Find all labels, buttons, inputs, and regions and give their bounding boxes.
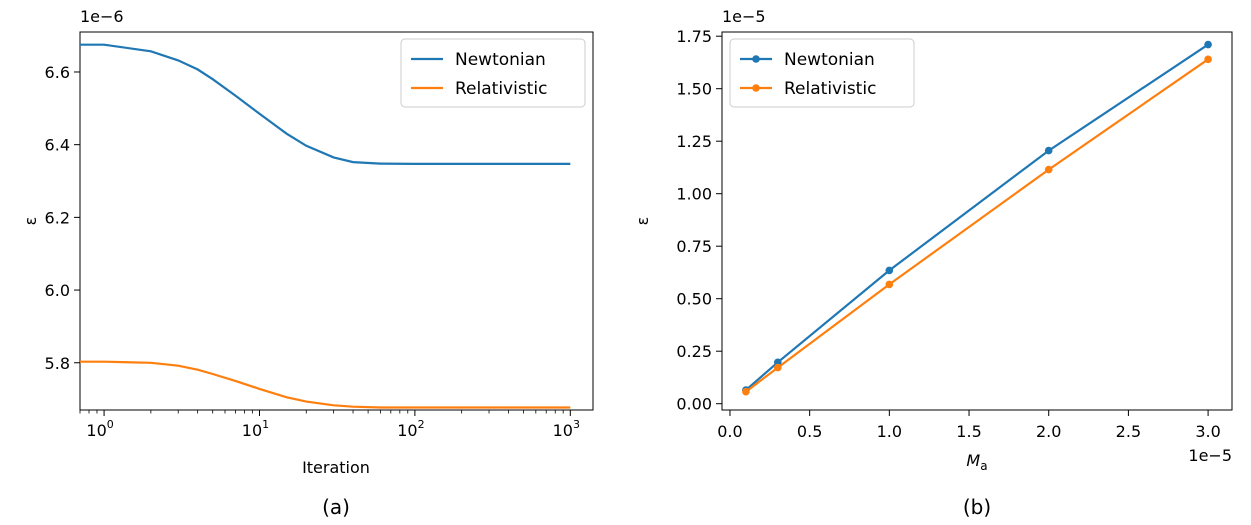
panel-a-y-tick-label: 5.8 — [45, 354, 70, 373]
panel-b-y-tick-label: 1.25 — [676, 132, 712, 151]
panel-b-x-tick-label: 1.5 — [956, 422, 981, 441]
panel-a-x-tick-label: 101 — [242, 418, 269, 440]
panel-b-x-axis-label: Ma — [966, 451, 987, 473]
panel-a-caption: (a) — [322, 495, 350, 519]
panel-b-y-tick-label: 0.75 — [676, 237, 712, 256]
panel-b-marker-relativistic — [1204, 55, 1212, 64]
panel-a-x-axis-label: Iteration — [302, 458, 370, 477]
panel-b: 0.0 0.5 1.0 1.5 2.0 2.5 3.0 0.00 0.25 0.50 0.75 1.0… — [633, 7, 1233, 519]
panel-b-ticks: 0.0 0.5 1.0 1.5 2.0 2.5 3.0 0.00 0.25 0.50 0.75 1.0… — [676, 27, 1220, 441]
panel-a-line-relativistic — [80, 360, 571, 409]
panel-a-y-tick-label: 6.6 — [45, 63, 70, 82]
panel-b-x-tick-label: 0.0 — [717, 422, 742, 441]
panel-a-ticks: 100 101 102 103 5.8 6.0 6.2 6.4 6.6 — [45, 63, 580, 440]
panel-b-marker-newtonian — [1044, 146, 1053, 155]
panel-a-line-newtonian — [80, 43, 571, 165]
panel-b-legend-marker — [752, 55, 760, 63]
panel-b-y-tick-label: 1.75 — [676, 27, 712, 46]
panel-b-marker-newtonian — [1204, 40, 1212, 49]
panel-b-legend-marker — [752, 84, 760, 92]
panel-a-y-tick-label: 6.2 — [45, 208, 70, 227]
panel-a-legend-label: Newtonian — [455, 50, 546, 70]
panel-b-legend: Newtonian Relativistic — [729, 38, 915, 108]
panel-b-marker-newtonian — [885, 266, 894, 275]
panel-b-x-offset-text: 1e−5 — [1188, 446, 1232, 465]
panel-b-marker-relativistic — [742, 387, 750, 396]
panel-b-x-tick-label: 0.5 — [797, 422, 822, 441]
panel-a-x-tick-label: 100 — [86, 418, 113, 440]
panel-b-legend-label: Relativistic — [784, 79, 876, 99]
panel-b-y-offset-text: 1e−5 — [722, 7, 766, 26]
panel-a-legend-label: Relativistic — [455, 79, 547, 99]
panel-a-legend: Newtonian Relativistic — [400, 38, 586, 108]
panel-b-marker-relativistic — [885, 280, 894, 289]
panel-a-y-tick-label: 6.0 — [45, 281, 70, 300]
panel-b-y-tick-label: 1.50 — [676, 80, 712, 99]
panel-a-x-tick-label: 103 — [553, 418, 580, 440]
panel-b-x-axis-label-main: M — [966, 451, 980, 470]
panel-b-y-tick-label: 1.00 — [676, 185, 712, 204]
panel-a-y-axis-label: ε — [21, 217, 40, 226]
panel-a-y-tick-label: 6.4 — [45, 136, 70, 155]
panel-b-y-axis-label: ε — [633, 217, 652, 226]
panel-a-legend-box — [400, 38, 586, 108]
panel-b-legend-box — [729, 38, 915, 108]
panel-b-y-tick-label: 0.50 — [676, 290, 712, 309]
panel-b-legend-label: Newtonian — [784, 50, 875, 70]
panel-b-marker-relativistic — [774, 363, 782, 372]
panel-b-x-tick-label: 2.0 — [1036, 422, 1061, 441]
panel-b-x-tick-label: 2.5 — [1116, 422, 1141, 441]
panel-a-x-tick-label: 102 — [397, 418, 424, 440]
panel-a-series — [80, 43, 571, 409]
panel-a: 100 101 102 103 5.8 6.0 6.2 6.4 6.6 1e−6 Iterati… — [21, 7, 594, 519]
panel-b-caption: (b) — [963, 495, 991, 519]
panel-b-marker-newtonian — [774, 358, 782, 367]
panel-b-x-tick-label: 3.0 — [1195, 422, 1220, 441]
panel-b-x-axis-label-sub: a — [980, 459, 987, 473]
panel-b-series — [742, 40, 1212, 396]
panel-b-y-tick-label: 0.25 — [676, 342, 712, 361]
panel-b-marker-relativistic — [1044, 165, 1053, 174]
panel-b-y-tick-label: 0.00 — [676, 395, 712, 414]
panel-a-y-offset-text: 1e−6 — [80, 7, 124, 26]
panel-b-x-tick-label: 1.0 — [877, 422, 902, 441]
